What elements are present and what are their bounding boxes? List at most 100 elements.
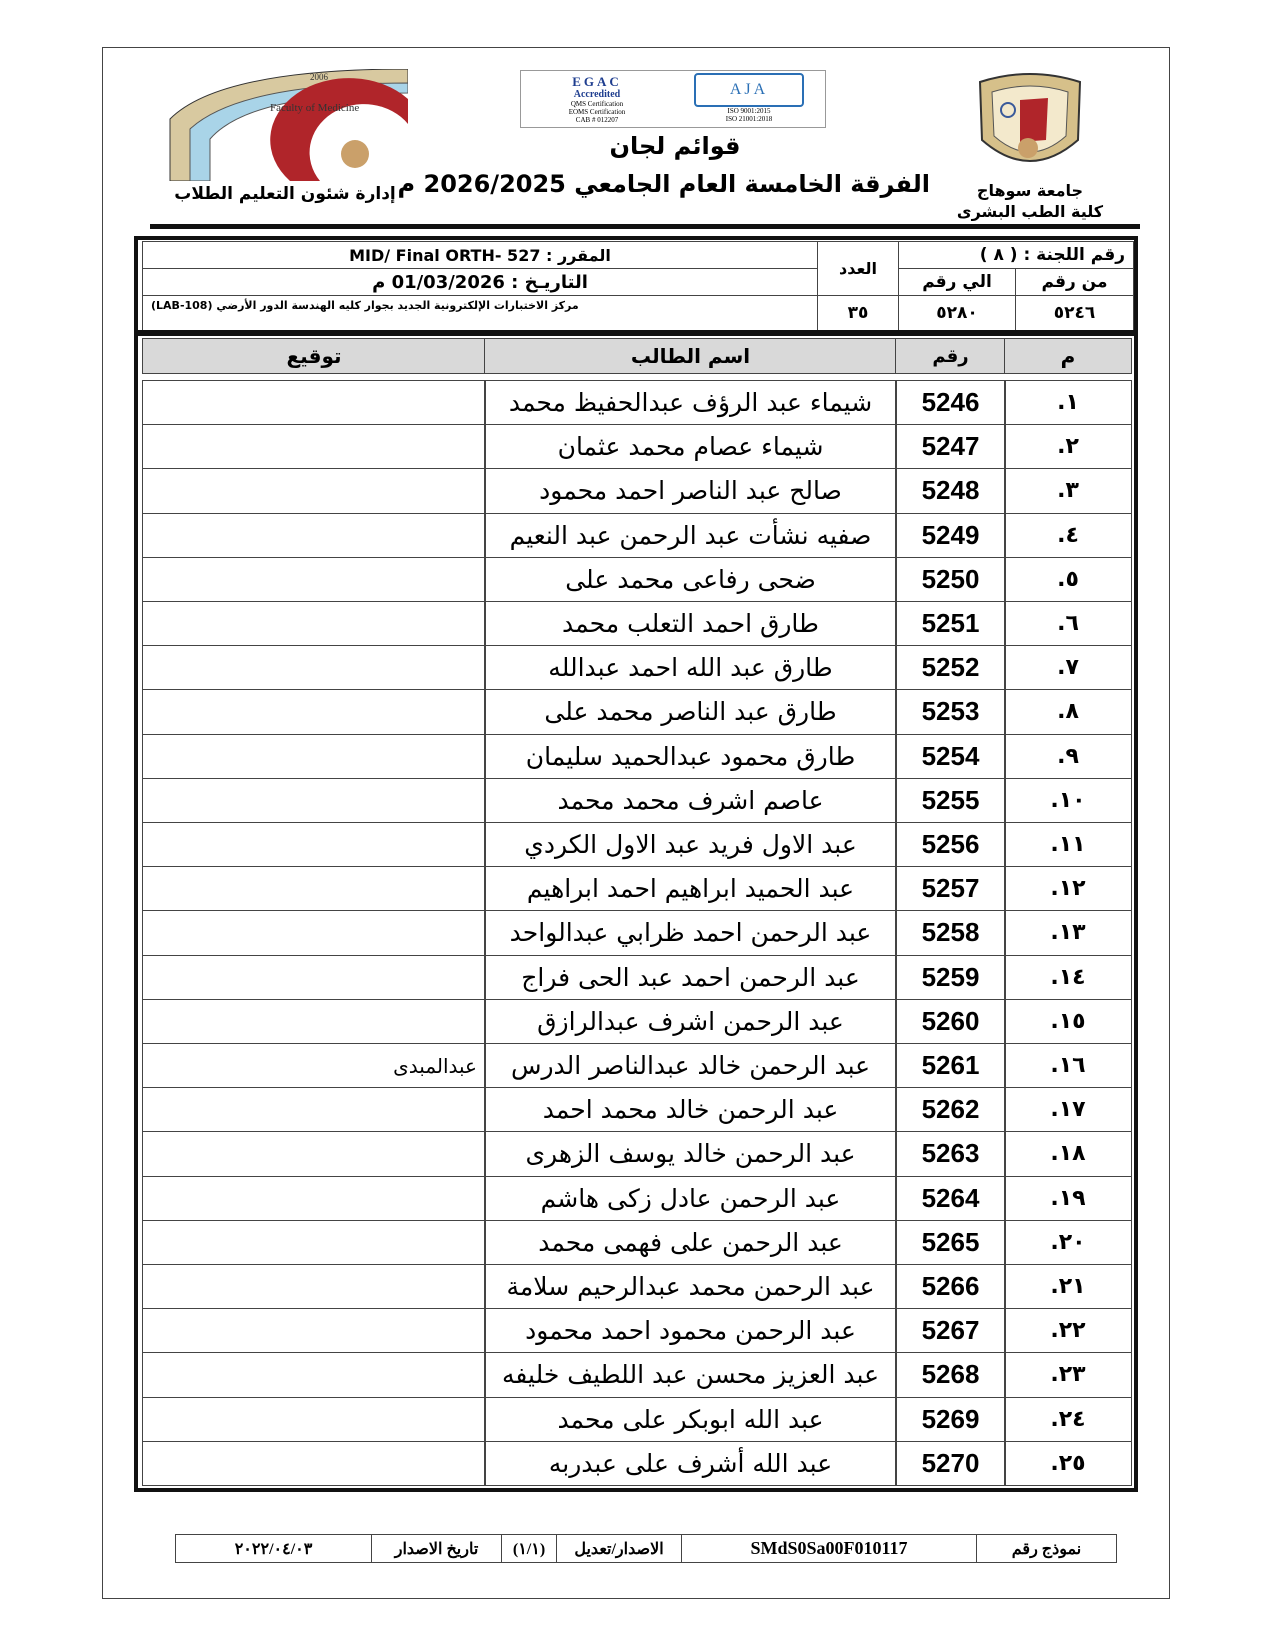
student-name: عبد الرحمن احمد عبد الحى فراج xyxy=(484,954,897,1000)
row-index: ٢٣. xyxy=(1004,1352,1132,1398)
student-name: عبد الرحمن احمد ظرابي عبدالواحد xyxy=(484,910,897,956)
student-number: 5263 xyxy=(895,1131,1006,1177)
signature-cell xyxy=(142,689,486,735)
row-index: ٨. xyxy=(1004,689,1132,735)
issue-date-label: تاريخ الاصدار xyxy=(371,1535,501,1562)
count-label: العدد xyxy=(817,241,899,296)
date-field: التاريـخ : 01/03/2026 م xyxy=(142,268,818,296)
aja-logo: AJA ISO 9001:2015 ISO 21001:2018 xyxy=(673,71,825,127)
row-index: ٦. xyxy=(1004,601,1132,647)
egac-name: EGAC xyxy=(572,74,622,89)
row-index: ٣. xyxy=(1004,468,1132,514)
page-title: قوائم لجان xyxy=(609,132,741,160)
department-name: إدارة شئون التعليم الطلاب xyxy=(174,184,396,204)
egac-line: EOMS Certification xyxy=(568,108,626,116)
student-name: شيماء عصام محمد عثمان xyxy=(484,424,897,470)
student-number: 5260 xyxy=(895,998,1006,1044)
accreditation-logos: EGAC Accredited QMS Certification EOMS C… xyxy=(520,70,826,128)
edition-label: الاصدار/تعديل xyxy=(556,1535,681,1562)
signature-cell xyxy=(142,777,486,823)
student-number: 5262 xyxy=(895,1087,1006,1133)
student-number: 5253 xyxy=(895,689,1006,735)
form-code: SMdS0Sa00F010117 xyxy=(681,1535,976,1562)
student-number: 5249 xyxy=(895,512,1006,558)
student-number: 5256 xyxy=(895,822,1006,868)
name-overlay-text: عبدالمبدى xyxy=(393,1053,477,1078)
form-number-label: نموذج رقم xyxy=(976,1535,1116,1562)
signature-cell: عبدالمبدى xyxy=(142,1043,486,1089)
student-name: عبد الرحمن على فهمى محمد xyxy=(484,1219,897,1265)
row-index: ٢. xyxy=(1004,424,1132,470)
student-number: 5252 xyxy=(895,645,1006,691)
student-name: طارق عبد الناصر محمد على xyxy=(484,689,897,735)
header-divider xyxy=(150,224,1140,229)
student-name: عبد الرحمن خالد عبدالناصر الدرس xyxy=(484,1043,897,1089)
student-number: 5258 xyxy=(895,910,1006,956)
signature-cell xyxy=(142,1308,486,1354)
logo-year: 2006 xyxy=(310,72,329,82)
signature-cell xyxy=(142,1219,486,1265)
student-name: عبد الرحمن خالد محمد احمد xyxy=(484,1087,897,1133)
student-name: عبد الرحمن اشرف عبدالرازق xyxy=(484,998,897,1044)
student-number: 5255 xyxy=(895,777,1006,823)
student-number: 5265 xyxy=(895,1219,1006,1265)
signature-cell xyxy=(142,1131,486,1177)
student-name: عاصم اشرف محمد محمد xyxy=(484,777,897,823)
student-name: عبد الله أشرف على عبدربه xyxy=(484,1440,897,1486)
student-number: 5259 xyxy=(895,954,1006,1000)
egac-accredited: Accredited xyxy=(573,89,621,100)
row-index: ٢٤. xyxy=(1004,1396,1132,1442)
student-number: 5268 xyxy=(895,1352,1006,1398)
egac-logo: EGAC Accredited QMS Certification EOMS C… xyxy=(521,71,673,127)
student-name: عبد الحميد ابراهيم احمد ابراهيم xyxy=(484,866,897,912)
row-index: ١٢. xyxy=(1004,866,1132,912)
signature-cell xyxy=(142,1087,486,1133)
signature-cell xyxy=(142,733,486,779)
signature-cell xyxy=(142,1440,486,1486)
student-number: 5261 xyxy=(895,1043,1006,1089)
student-number: 5250 xyxy=(895,556,1006,602)
header-signature: توقيع xyxy=(142,338,486,374)
signature-cell xyxy=(142,512,486,558)
student-name: طارق عبد الله احمد عبدالله xyxy=(484,645,897,691)
egac-line: QMS Certification xyxy=(570,100,624,108)
egac-line: CAB # 012207 xyxy=(575,116,619,124)
row-index: ١٧. xyxy=(1004,1087,1132,1133)
row-index: ٥. xyxy=(1004,556,1132,602)
student-number: 5246 xyxy=(895,380,1006,426)
row-index: ١٠. xyxy=(1004,777,1132,823)
student-number: 5257 xyxy=(895,866,1006,912)
student-name: ضحى رفاعى محمد على xyxy=(484,556,897,602)
faculty-line: كلية الطب البشرى xyxy=(956,202,1104,221)
student-name: عبد الرحمن خالد يوسف الزهرى xyxy=(484,1131,897,1177)
student-name: صالح عبد الناصر احمد محمود xyxy=(484,468,897,514)
student-number: 5264 xyxy=(895,1175,1006,1221)
faculty-of-medicine-logo: Faculty of Medicine 2006 xyxy=(160,69,408,181)
page-border xyxy=(102,47,1170,1599)
from-label: من رقم xyxy=(1015,268,1134,296)
signature-cell xyxy=(142,1396,486,1442)
row-index: ٧. xyxy=(1004,645,1132,691)
header-name: اسم الطالب xyxy=(484,338,897,374)
student-number: 5254 xyxy=(895,733,1006,779)
location-field: مركز الاختبارات الإلكترونية الجديد بجوار… xyxy=(142,295,818,331)
student-number: 5266 xyxy=(895,1264,1006,1310)
row-index: ٢٢. xyxy=(1004,1308,1132,1354)
student-number: 5270 xyxy=(895,1440,1006,1486)
signature-cell xyxy=(142,424,486,470)
student-name: عبد الرحمن عادل زكى هاشم xyxy=(484,1175,897,1221)
row-index: ٢٥. xyxy=(1004,1440,1132,1486)
row-index: ٢١. xyxy=(1004,1264,1132,1310)
to-label: الي رقم xyxy=(898,268,1016,296)
signature-cell xyxy=(142,998,486,1044)
row-index: ١٨. xyxy=(1004,1131,1132,1177)
row-index: ١. xyxy=(1004,380,1132,426)
committee-table: المقرر : MID/ Final ORTH- 527 التاريـخ :… xyxy=(134,236,1138,1492)
section-divider xyxy=(138,330,1134,336)
aja-name: AJA xyxy=(694,73,804,107)
to-value: ٥٢٨٠ xyxy=(898,295,1016,331)
row-index: ١٥. xyxy=(1004,998,1132,1044)
student-number: 5269 xyxy=(895,1396,1006,1442)
row-index: ١٦. xyxy=(1004,1043,1132,1089)
student-name: صفيه نشأت عبد الرحمن عبد النعيم xyxy=(484,512,897,558)
